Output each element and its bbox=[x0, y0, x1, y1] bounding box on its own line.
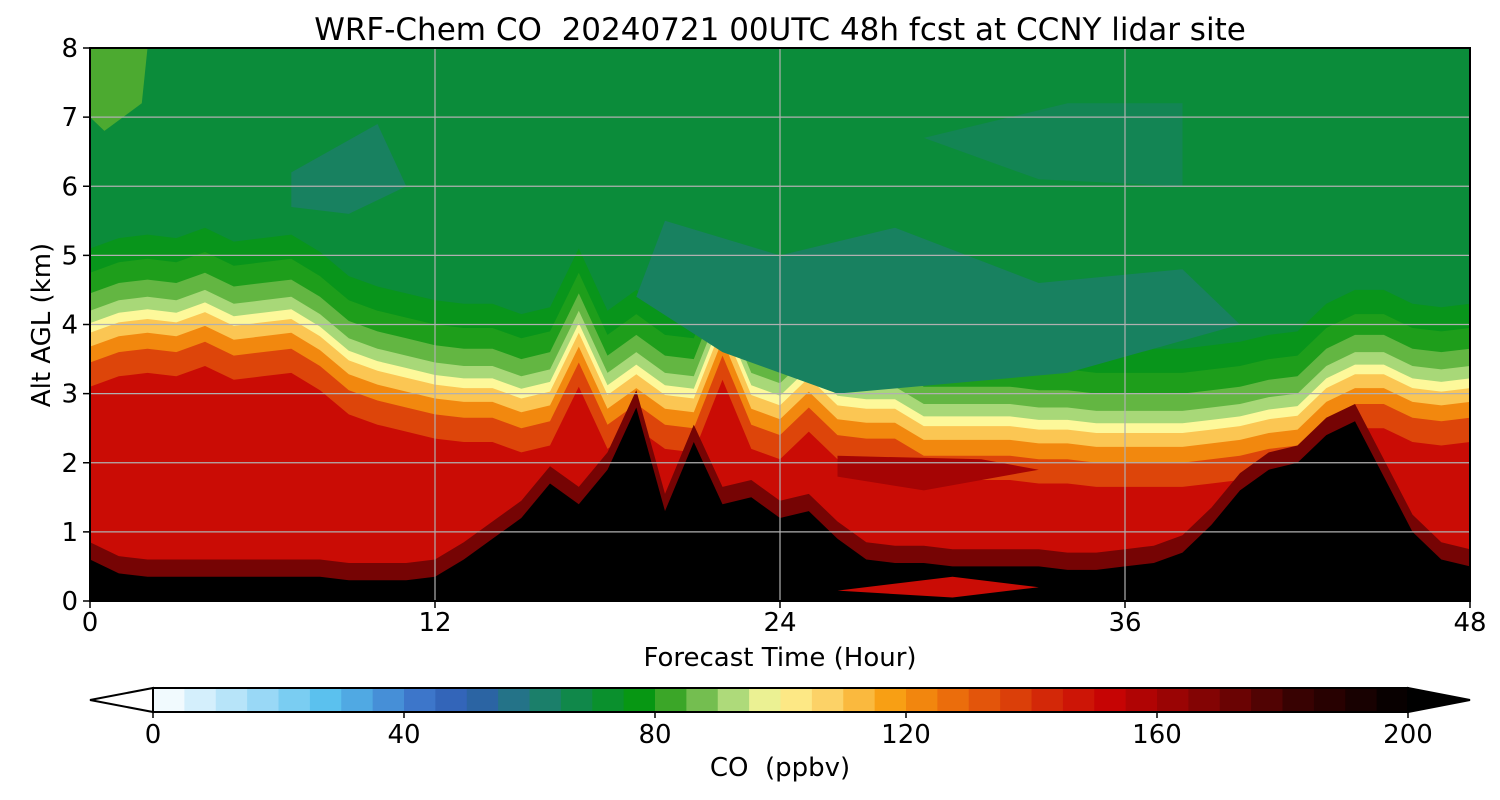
colorbar-level bbox=[278, 688, 311, 712]
x-axis: 0 12 24 36 48 bbox=[82, 601, 1487, 638]
colorbar-level bbox=[1219, 688, 1252, 712]
co-patch-high-left bbox=[90, 48, 148, 131]
x-axis-label: Forecast Time (Hour) bbox=[643, 643, 916, 673]
colorbar-level bbox=[655, 688, 687, 712]
colorbar-level bbox=[1345, 688, 1378, 712]
y-tick-label: 3 bbox=[61, 380, 78, 410]
colorbar-high-extension bbox=[1407, 686, 1471, 714]
y-axis-label: Alt AGL (km) bbox=[27, 243, 57, 407]
colorbar-level bbox=[592, 688, 625, 712]
colorbar-level bbox=[1031, 688, 1064, 712]
colorbar-level bbox=[749, 688, 782, 712]
colorbar-level bbox=[874, 688, 907, 712]
y-tick-label: 2 bbox=[61, 449, 78, 479]
co-patch-upper-1 bbox=[291, 124, 407, 214]
gridlines bbox=[90, 48, 1470, 601]
chart-title: WRF-Chem CO 20240721 00UTC 48h fcst at C… bbox=[314, 12, 1246, 48]
colorbar-level bbox=[1376, 688, 1409, 712]
colorbar-level bbox=[1125, 688, 1158, 712]
plot-area bbox=[90, 48, 1470, 601]
colorbar-level bbox=[404, 688, 436, 712]
colorbar-tick-label: 200 bbox=[1383, 720, 1433, 750]
y-tick-label: 5 bbox=[61, 241, 78, 271]
colorbar-level bbox=[529, 688, 562, 712]
colorbar-level bbox=[968, 688, 1001, 712]
y-tick-label: 6 bbox=[61, 172, 78, 202]
colorbar-level bbox=[153, 688, 185, 712]
colorbar-level bbox=[623, 688, 656, 712]
colorbar-levels bbox=[153, 688, 1409, 712]
co-patch-mid-red bbox=[837, 455, 1039, 491]
colorbar-level bbox=[1157, 688, 1189, 712]
colorbar-level bbox=[1000, 688, 1033, 712]
y-tick-label: 0 bbox=[61, 587, 78, 617]
colorbar-level bbox=[686, 688, 719, 712]
colorbar-level bbox=[247, 688, 280, 712]
colorbar-tick-label: 80 bbox=[638, 720, 671, 750]
colorbar-tick-label: 160 bbox=[1132, 720, 1182, 750]
co-patch-surface-red bbox=[837, 576, 1039, 598]
colorbar-level bbox=[498, 688, 531, 712]
colorbar-level bbox=[1282, 688, 1315, 712]
x-tick-label: 48 bbox=[1453, 608, 1486, 638]
colorbar-tick-label: 0 bbox=[145, 720, 162, 750]
colorbar-level bbox=[906, 688, 938, 712]
colorbar-level bbox=[937, 688, 970, 712]
colorbar-level bbox=[215, 688, 248, 712]
colorbar-level bbox=[1313, 688, 1346, 712]
x-tick-label: 12 bbox=[418, 608, 451, 638]
colorbar: 0 40 80 120 160 200 bbox=[89, 686, 1471, 750]
colorbar-ticks: 0 40 80 120 160 200 bbox=[145, 712, 1433, 750]
y-tick-label: 4 bbox=[61, 311, 78, 341]
x-tick-label: 36 bbox=[1108, 608, 1141, 638]
colorbar-level bbox=[435, 688, 468, 712]
y-tick-label: 1 bbox=[61, 518, 78, 548]
colorbar-level bbox=[372, 688, 405, 712]
x-tick-label: 0 bbox=[82, 608, 99, 638]
colorbar-level bbox=[717, 688, 750, 712]
co-patch-upper-3 bbox=[923, 103, 1183, 187]
colorbar-level bbox=[780, 688, 813, 712]
colorbar-frame bbox=[152, 687, 1409, 713]
colorbar-level bbox=[309, 688, 342, 712]
y-tick-label: 8 bbox=[61, 34, 78, 64]
colorbar-level bbox=[1188, 688, 1221, 712]
colorbar-level bbox=[1251, 688, 1284, 712]
colorbar-level bbox=[811, 688, 844, 712]
colorbar-label: CO (ppbv) bbox=[710, 753, 850, 783]
colorbar-tick-label: 40 bbox=[387, 720, 420, 750]
colorbar-low-extension bbox=[89, 686, 154, 714]
colorbar-level bbox=[184, 688, 217, 712]
colorbar-level bbox=[466, 688, 499, 712]
x-tick-label: 24 bbox=[763, 608, 796, 638]
y-axis: 0 1 2 3 4 5 6 7 8 bbox=[61, 34, 90, 617]
colorbar-level bbox=[1062, 688, 1095, 712]
co-patch-upper-2 bbox=[636, 220, 1240, 394]
colorbar-level bbox=[341, 688, 374, 712]
colorbar-level bbox=[843, 688, 876, 712]
colorbar-tick-label: 120 bbox=[881, 720, 931, 750]
colorbar-level bbox=[1094, 688, 1127, 712]
colorbar-level bbox=[560, 688, 593, 712]
y-tick-label: 7 bbox=[61, 103, 78, 133]
